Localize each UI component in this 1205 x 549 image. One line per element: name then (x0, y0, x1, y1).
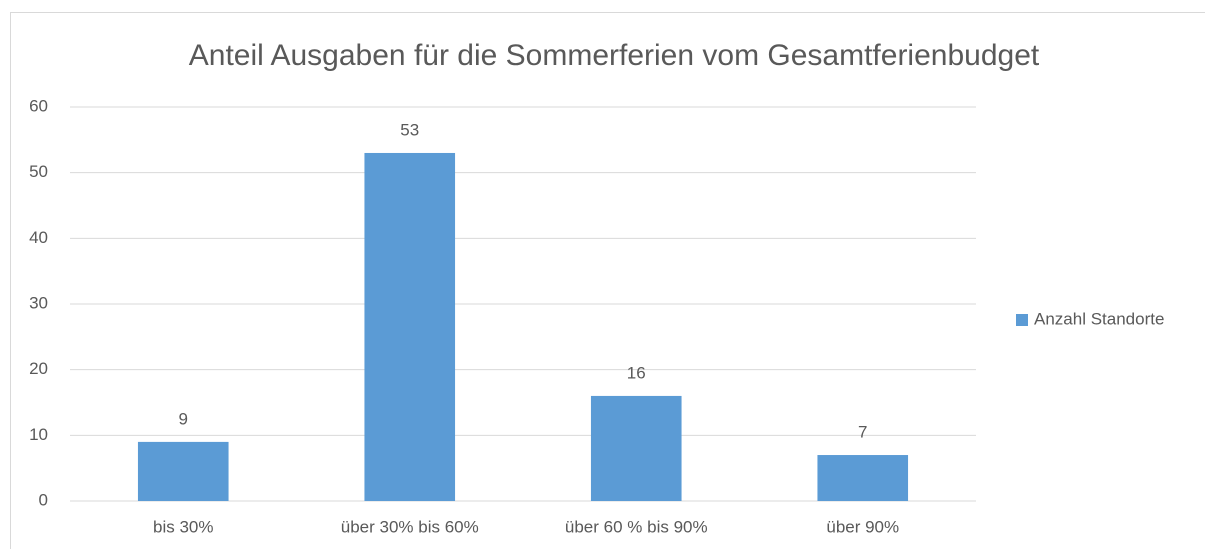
x-tick-label: über 60 % bis 90% (565, 517, 708, 536)
bar (817, 455, 909, 501)
data-label: 7 (858, 423, 867, 442)
y-tick-label: 0 (39, 490, 48, 509)
legend-label: Anzahl Standorte (1034, 309, 1164, 328)
y-tick-label: 50 (29, 162, 48, 181)
data-label: 9 (179, 409, 188, 428)
x-tick-label: über 30% bis 60% (341, 517, 479, 536)
x-tick-label: bis 30% (153, 517, 213, 536)
data-label: 16 (627, 363, 646, 382)
y-tick-label: 10 (29, 425, 48, 444)
y-tick-label: 40 (29, 228, 48, 247)
y-tick-label: 30 (29, 293, 48, 312)
bar (137, 441, 229, 501)
data-label: 53 (400, 120, 419, 139)
bar (364, 152, 456, 501)
legend-swatch (1016, 314, 1028, 326)
y-tick-label: 60 (29, 96, 48, 115)
y-tick-label: 20 (29, 359, 48, 378)
bar (590, 395, 682, 501)
x-tick-label: über 90% (826, 517, 899, 536)
chart-title: Anteil Ausgaben für die Sommerferien vom… (189, 39, 1040, 72)
